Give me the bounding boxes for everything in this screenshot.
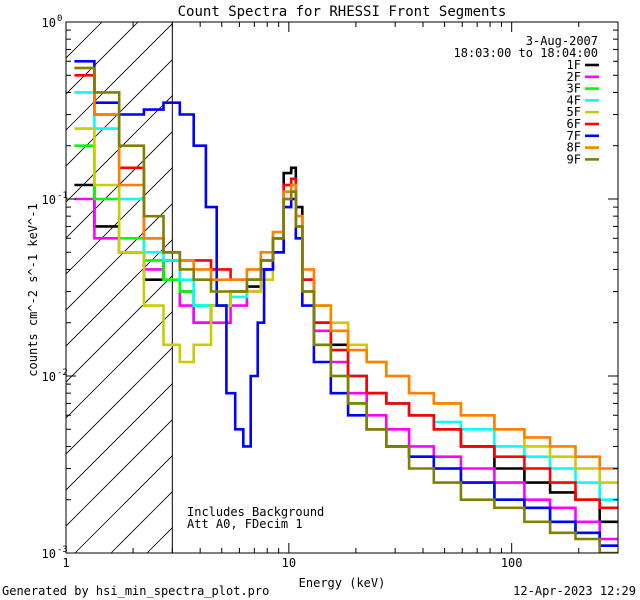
x-tick-label: 1 xyxy=(62,556,69,570)
hatch-line xyxy=(66,131,173,239)
y-tick-label-exponent: -3 xyxy=(57,545,68,555)
hatch-line xyxy=(110,491,173,553)
hatch-line xyxy=(66,311,173,419)
legend-label: 7F xyxy=(567,129,581,143)
axis-ticks xyxy=(65,21,619,554)
hatch-line xyxy=(66,167,173,275)
series-line-5 xyxy=(74,127,618,484)
annotation-background: Includes Background xyxy=(187,505,324,519)
legend-label: 8F xyxy=(567,141,581,155)
legend-label: 6F xyxy=(567,117,581,131)
legend-label: 2F xyxy=(567,70,581,84)
series-line-7 xyxy=(74,60,618,547)
legend-label: 5F xyxy=(567,105,581,119)
legend-label: 1F xyxy=(567,58,581,72)
footer-generated-by: Generated by hsi_min_spectra_plot.pro xyxy=(2,584,270,598)
y-tick-label-base: 10 xyxy=(42,193,56,207)
y-tick-label-base: 10 xyxy=(42,547,56,561)
series-line-2 xyxy=(74,190,618,541)
y-label-part: counts cm^-2 s^-1 keV^-1 xyxy=(26,203,40,376)
y-tick-label-base: 10 xyxy=(42,370,56,384)
legend-label: 3F xyxy=(567,82,581,96)
hatch-line xyxy=(66,275,173,383)
annotation-attenuator: Att A0, FDecim 1 xyxy=(187,517,303,531)
hatch-line xyxy=(66,59,173,167)
time-range-label: 18:03:00 to 18:04:00 xyxy=(454,46,599,60)
hatch-line xyxy=(66,419,173,527)
y-tick-label-base: 10 xyxy=(42,16,56,30)
series-line-9 xyxy=(74,66,618,553)
hatch-line xyxy=(66,22,103,59)
y-tick-label-exponent: -1 xyxy=(57,191,68,201)
y-axis-label: counts cm^-2 s^-1 keV^-1 xyxy=(26,203,40,376)
x-tick-label: 100 xyxy=(501,556,523,570)
hatch-line xyxy=(66,23,173,131)
x-axis-label: Energy (keV) xyxy=(299,576,386,590)
footer-timestamp: 12-Apr-2023 12:29 xyxy=(513,584,636,598)
hatch-line xyxy=(66,239,173,347)
series-group xyxy=(74,60,618,553)
hatch-line xyxy=(66,383,173,491)
legend-label: 4F xyxy=(567,93,581,107)
y-tick-label-exponent: 0 xyxy=(57,14,62,24)
hatch-line xyxy=(66,203,173,311)
hatch-line xyxy=(74,455,173,553)
chart-title: Count Spectra for RHESSI Front Segments xyxy=(178,4,507,20)
x-tick-label: 10 xyxy=(282,556,296,570)
plot-frame xyxy=(65,21,619,554)
y-tick-label-exponent: -2 xyxy=(57,368,68,378)
date-label: 3-Aug-2007 xyxy=(526,34,598,48)
legend-label: 9F xyxy=(567,152,581,166)
